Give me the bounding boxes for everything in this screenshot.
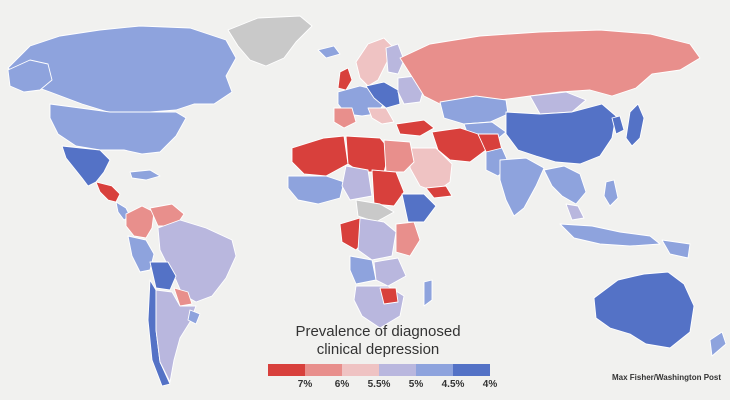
legend-swatch (268, 364, 305, 376)
angola-region (349, 255, 377, 285)
legend-swatch (453, 364, 490, 376)
drc-region (357, 217, 397, 261)
malaysia-region (565, 203, 585, 221)
canada-region (7, 25, 237, 113)
paraguay-region (173, 287, 193, 307)
mexico-region (61, 145, 111, 187)
legend-tick-label: 4% (482, 379, 498, 390)
credit: Max Fisher/Washington Post (612, 373, 722, 382)
japan-region (625, 103, 645, 147)
colombia-region (125, 205, 155, 239)
iberia-region (333, 107, 357, 129)
kazakhstan-region (439, 95, 509, 125)
legend-tick-label: 7% (297, 379, 313, 390)
china-region (505, 103, 617, 165)
iceland-region (317, 45, 341, 59)
legend-tick-label: 5% (408, 379, 424, 390)
egypt-region (383, 139, 415, 173)
greenland-region (227, 15, 313, 67)
legend-title-line2: clinical depression (316, 341, 440, 358)
central-europe-region (365, 81, 401, 109)
sudan-region (371, 169, 405, 207)
bolivia-region (149, 261, 177, 291)
italy-balkans-region (367, 107, 395, 125)
argentina-region (155, 289, 197, 383)
legend-title-line1: Prevalence of diagnosed (295, 323, 461, 340)
peru-region (127, 235, 155, 273)
central-america-region (95, 181, 121, 203)
legend-ticks: 7% 6% 5.5% 5% 4.5% 4% (268, 379, 508, 395)
madagascar-region (423, 279, 433, 307)
chad-region (341, 165, 373, 201)
east-africa-region (395, 221, 421, 257)
legend-tick-label: 4.5% (441, 379, 465, 390)
legend: Prevalence of diagnosed clinical depress… (268, 323, 508, 395)
legend-swatch (379, 364, 416, 376)
korea-region (611, 115, 625, 135)
philippines-region (603, 179, 619, 207)
legend-tick-label: 6% (334, 379, 350, 390)
central-africa-nodata-region (355, 199, 395, 223)
indonesia-region (559, 223, 661, 247)
australia-region (593, 271, 695, 349)
ethiopia-region (401, 193, 437, 223)
southeast-asia-region (543, 165, 587, 205)
zambia-region (373, 257, 407, 287)
zimbabwe-region (379, 287, 399, 305)
uruguay-region (187, 309, 201, 325)
legend-swatches (268, 364, 508, 376)
legend-swatch (305, 364, 342, 376)
caribbean-region (129, 169, 161, 181)
png-region (661, 239, 691, 259)
new-zealand-region (709, 331, 727, 357)
legend-tick-label: 5.5% (367, 379, 391, 390)
legend-title: Prevalence of diagnosed clinical depress… (258, 323, 498, 359)
alaska-region (7, 59, 53, 93)
turkey-region (395, 119, 435, 137)
yemen-region (425, 185, 453, 199)
india-region (499, 157, 545, 217)
libya-region (345, 135, 391, 173)
usa-region (49, 103, 187, 155)
mongolia-region (529, 91, 587, 115)
north-africa-west-region (291, 135, 349, 177)
legend-swatch (416, 364, 453, 376)
scandinavia-region (355, 37, 395, 87)
uk-region (337, 67, 353, 91)
legend-swatch (342, 364, 379, 376)
finland-region (385, 43, 405, 75)
west-africa-region (287, 175, 345, 205)
